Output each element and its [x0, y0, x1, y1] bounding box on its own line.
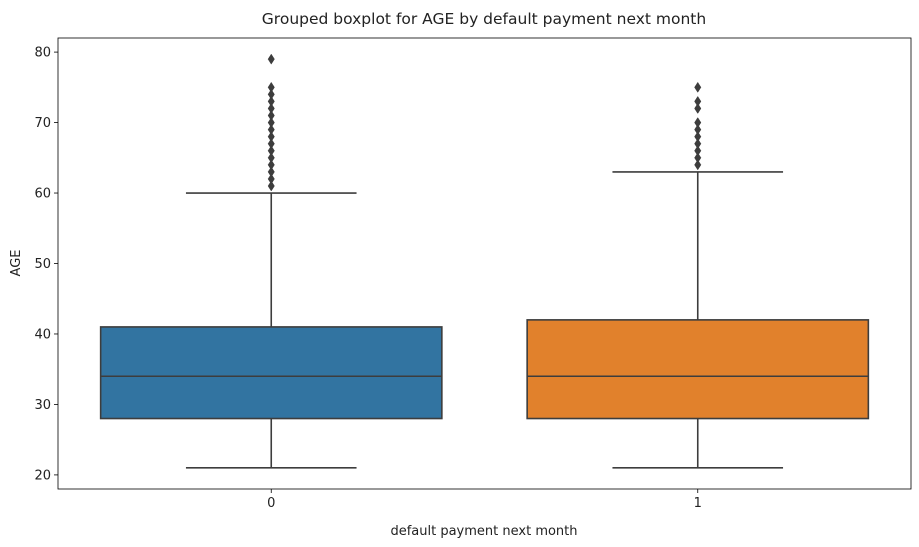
y-tick-label: 20	[34, 468, 51, 483]
outlier-point	[267, 81, 275, 93]
outlier-point	[694, 81, 702, 93]
y-tick-label: 40	[34, 327, 51, 342]
y-tick-label: 80	[34, 46, 51, 61]
iqr-box	[99, 326, 443, 420]
outlier-point	[267, 152, 275, 164]
outlier-point	[267, 173, 275, 185]
x-axis-label: default payment next month	[390, 524, 577, 539]
outlier-point	[267, 131, 275, 143]
outlier-point	[694, 95, 702, 107]
outlier-point	[267, 53, 275, 65]
y-tick-label: 60	[34, 187, 51, 202]
outlier-point	[267, 110, 275, 121]
outlier-point	[267, 145, 275, 157]
outlier-point	[694, 103, 702, 114]
outlier-point	[267, 103, 275, 114]
outlier-point	[267, 124, 275, 136]
y-axis-ticks: 20 30 40 50 60 70 80	[34, 46, 58, 483]
outlier-point	[694, 124, 702, 136]
outlier-point	[267, 138, 275, 150]
box-0	[99, 53, 443, 469]
x-tick-label: 0	[267, 496, 275, 511]
y-tick-label: 30	[34, 398, 51, 413]
outlier-point	[694, 159, 702, 171]
outlier-point	[694, 145, 702, 157]
outlier-point	[694, 138, 702, 150]
plot-frame	[57, 37, 912, 490]
iqr-box	[526, 319, 870, 420]
outlier-point	[694, 131, 702, 143]
outlier-point	[267, 166, 275, 178]
outlier-point	[267, 95, 275, 107]
y-tick-label: 50	[34, 257, 51, 272]
outlier-point	[267, 180, 275, 192]
outlier-point	[267, 117, 275, 129]
y-axis-label: AGE	[9, 250, 24, 277]
box-group	[99, 53, 870, 469]
y-tick-label: 70	[34, 116, 51, 131]
chart-title: Grouped boxplot for AGE by default payme…	[262, 10, 706, 28]
x-tick-label: 1	[694, 496, 702, 511]
box-1	[526, 81, 870, 469]
outlier-point	[267, 159, 275, 171]
outlier-point	[694, 152, 702, 164]
outlier-point	[267, 88, 275, 100]
outlier-point	[694, 117, 702, 129]
